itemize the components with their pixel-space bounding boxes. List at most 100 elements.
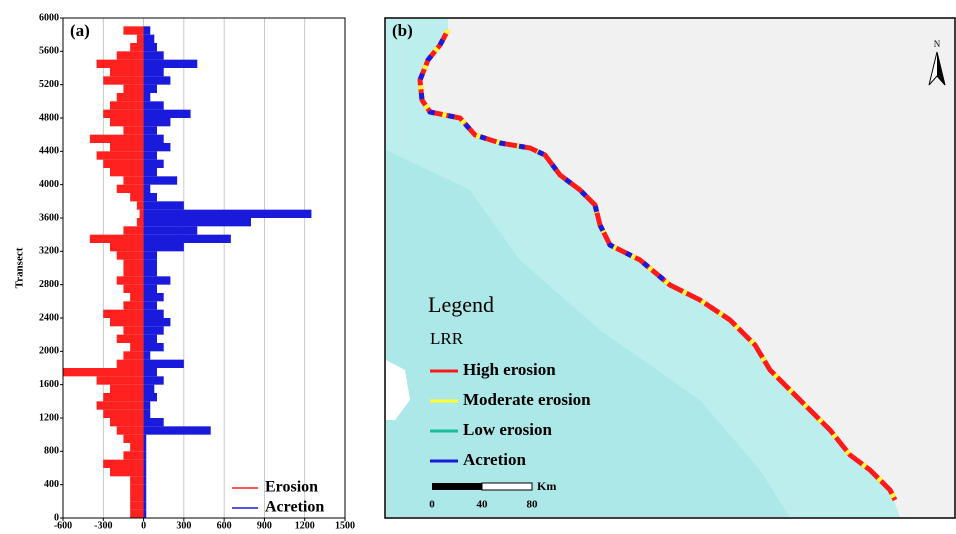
bar [110,143,144,152]
y-tick-label: 1200 [39,412,59,423]
bar [130,493,144,502]
island [386,360,410,420]
bar [143,468,147,477]
bar [143,251,157,260]
bar [130,343,144,352]
bar [143,193,157,202]
y-tick-label: 6000 [39,12,59,23]
panel-label: (b) [392,21,413,40]
bar [143,418,164,427]
legend-label: Acretion [463,450,526,469]
bar [116,426,144,435]
y-tick-label: 2400 [39,312,59,323]
bar [123,434,144,443]
bar [103,159,144,168]
scale-unit: Km [537,479,556,493]
bar [143,343,164,352]
scale-bar [481,482,533,491]
y-axis-label: Transect [14,247,26,288]
legend-subtitle: LRR [430,329,464,348]
bar [130,484,144,493]
x-tick-label: 0 [141,520,146,529]
bar [96,151,144,160]
bar [143,376,164,385]
bar [143,451,147,460]
bar [143,243,184,252]
bar [143,118,171,127]
y-tick-label: 5200 [39,79,59,90]
y-tick-label: 400 [44,479,59,490]
bar [143,368,157,377]
bar [143,43,157,52]
bar [130,501,144,510]
bar [143,68,164,77]
bar [116,93,144,102]
bar [143,168,157,177]
bar [143,143,171,152]
bar [143,301,157,310]
bar [103,76,144,85]
bar [143,134,164,143]
y-tick-label: 4000 [39,179,59,190]
bar [123,451,144,460]
bar [123,326,144,335]
bar [143,101,164,110]
bar [123,301,144,310]
legend-label: Low erosion [463,420,552,439]
bar [143,259,157,268]
bar [96,59,144,68]
bar [143,234,231,243]
bar [143,93,151,102]
bar [143,501,147,510]
bar [143,226,198,235]
bar [143,284,157,293]
bar [110,384,144,393]
bar [130,443,144,452]
bar [143,184,151,193]
bar [123,284,144,293]
y-tick-label: 800 [44,446,59,457]
y-tick-label: 2800 [39,279,59,290]
bar [143,509,147,518]
bar [143,309,164,318]
bar [143,359,184,368]
bar [143,201,184,210]
bar [103,459,144,468]
scale-label: 80 [527,499,539,511]
legend-title: Legend [428,292,494,317]
bar [123,351,144,360]
bar [143,126,157,135]
bar [123,26,144,35]
x-tick-label: -600 [54,520,72,529]
bar [143,334,157,343]
scale-bar [432,483,482,490]
bar [143,209,312,218]
legend-label: Erosion [265,479,318,496]
bar [103,109,144,118]
bar [143,459,147,468]
coastline-acretion [417,28,672,287]
bar [143,443,147,452]
bar [116,276,144,285]
panel-label: (a) [70,21,90,40]
bar [110,168,144,177]
bar [116,184,144,193]
x-tick-label: -300 [94,520,112,529]
bar [130,476,144,485]
bar [89,234,144,243]
bar [103,409,144,418]
bar [143,34,155,43]
bar [143,326,164,335]
x-tick-label: 1500 [335,520,355,529]
bar [143,351,151,360]
bar [110,101,144,110]
bar [116,251,144,260]
y-tick-label: 3200 [39,246,59,257]
coastline-moderate [417,28,898,502]
bar [143,268,157,277]
bar [143,51,164,60]
bar [143,276,171,285]
bar [130,43,144,52]
bar [143,384,155,393]
bar [139,209,144,218]
